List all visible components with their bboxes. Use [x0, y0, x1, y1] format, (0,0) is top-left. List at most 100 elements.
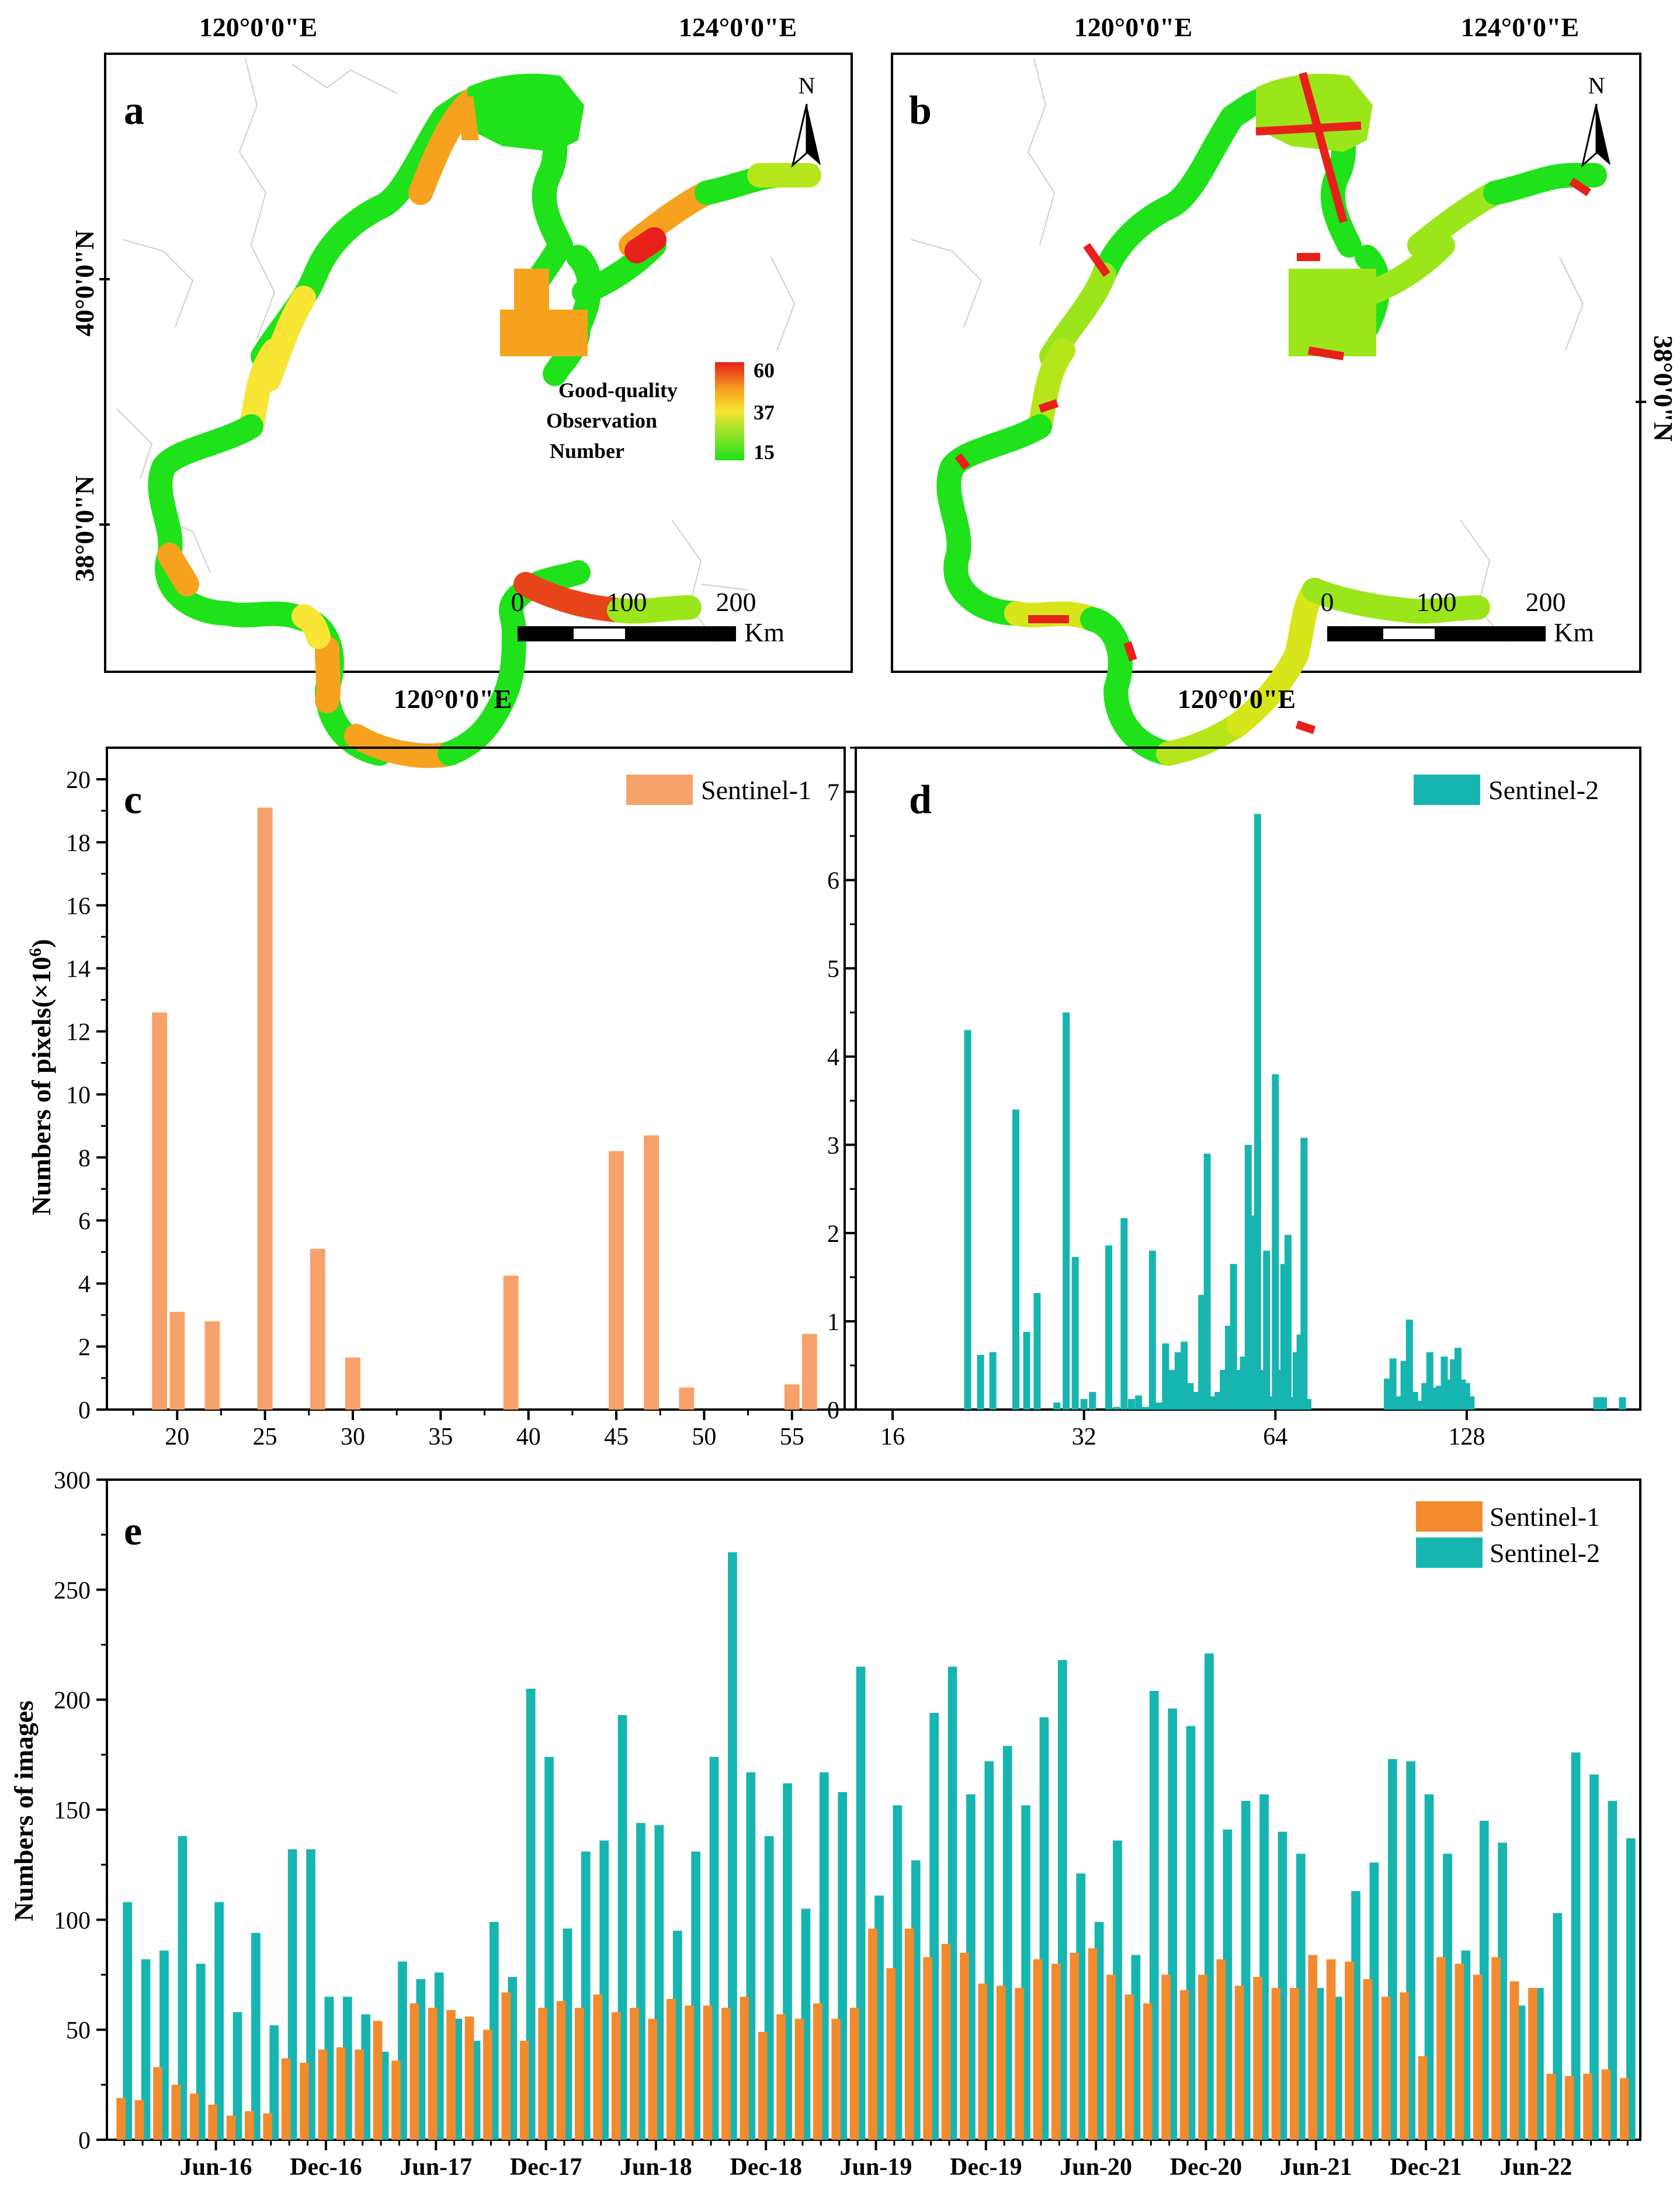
c-x-tick-label: 40: [516, 1424, 541, 1450]
d-bar: [1155, 1402, 1163, 1410]
e-bar-sentinel-1: [1290, 1988, 1299, 2140]
d-bar: [1599, 1397, 1607, 1410]
e-bar-sentinel-1: [1546, 2074, 1556, 2140]
e-bar-sentinel-1: [1143, 2003, 1153, 2140]
e-bar-sentinel-1: [1400, 1992, 1410, 2140]
map-a-block-orange-2: [514, 269, 549, 315]
scalebar-tick-100: 100: [607, 587, 647, 617]
e-bar-sentinel-1: [1583, 2074, 1592, 2140]
e-bar-sentinel-1: [1363, 1979, 1373, 2140]
e-x-tick-label: Jun-19: [840, 2154, 912, 2181]
e-bar-sentinel-1: [1509, 1981, 1519, 2140]
c-y-axis: 0 2 4 6 8 10 12 14 16 18 20: [66, 767, 107, 1424]
e-bar-sentinel-1: [1088, 1948, 1098, 2140]
e-bar-sentinel-2: [728, 1552, 737, 2140]
d-bar: [977, 1355, 984, 1410]
e-bar-sentinel-1: [630, 2008, 639, 2140]
c-x-tick-label: 25: [253, 1424, 277, 1450]
d-bar: [1203, 1153, 1211, 1410]
e-x-tick-label: Dec-17: [510, 2154, 582, 2181]
e-bar-sentinel-1: [1179, 1990, 1189, 2140]
map-panel-a: N a Good-quality Observation Number 60 3…: [104, 53, 853, 768]
lat-label-38-right: 38°0'0"N: [1648, 335, 1678, 442]
lat-label-38-left: 38°0'0"N: [70, 476, 99, 582]
e-bar-sentinel-1: [318, 2049, 328, 2140]
e-bar-sentinel-1: [428, 2008, 438, 2140]
e-bar-sentinel-2: [123, 1902, 133, 2140]
c-bar: [801, 1334, 817, 1410]
d-y-tick-label: 1: [827, 1309, 839, 1336]
c-legend-swatch: [626, 775, 693, 805]
c-y-title-close: ): [26, 939, 56, 947]
scalebar-b-unit: Km: [1554, 617, 1594, 647]
e-bar-sentinel-1: [519, 2040, 529, 2140]
north-arrow-icon-b: [1596, 104, 1610, 165]
d-bar: [1209, 1396, 1216, 1410]
e-bar-sentinel-1: [886, 1968, 896, 2140]
legend-title-line-1: Good-quality: [558, 379, 678, 402]
d-bar: [1033, 1293, 1041, 1410]
d-bar: [1198, 1294, 1206, 1410]
e-legend-label-s1: Sentinel-1: [1490, 1502, 1600, 1532]
c-y-tick-label: 6: [78, 1208, 91, 1235]
e-bar-sentinel-1: [1051, 1963, 1061, 2140]
panel-letter-e: e: [124, 1509, 142, 1554]
c-legend: Sentinel-1: [626, 775, 811, 805]
e-x-tick-label: Jun-20: [1060, 2154, 1132, 2181]
d-bar: [1174, 1352, 1182, 1410]
e-bar-sentinel-1: [483, 2029, 492, 2140]
d-bar: [1063, 1012, 1070, 1410]
d-bar: [1162, 1343, 1169, 1410]
e-bar-sentinel-1: [391, 2060, 401, 2140]
map-legend: Good-quality Observation Number 60 37 15: [546, 359, 775, 464]
d-bar: [1619, 1397, 1626, 1410]
e-x-tick-label: Dec-19: [950, 2154, 1022, 2181]
c-bar: [784, 1384, 800, 1410]
red-swaths-b: [954, 72, 1591, 734]
e-bar-sentinel-2: [269, 2025, 279, 2140]
d-bar: [1105, 1245, 1113, 1410]
e-bar-sentinel-1: [1601, 2069, 1611, 2140]
map-panel-b: N b 0 100 200 Km: [891, 53, 1641, 766]
d-x-tick-label: 128: [1448, 1424, 1485, 1450]
e-bar-sentinel-1: [189, 2093, 199, 2140]
north-label-a: N: [799, 72, 815, 99]
d-bar: [1593, 1397, 1601, 1410]
d-bar: [1127, 1398, 1135, 1410]
scalebar-b-tick-0: 0: [1321, 587, 1334, 617]
chart-panel-e: e 0 50 100 150 200 250 300 Jun-16 Dec-16 Jun-17 D…: [9, 1467, 1641, 2181]
e-bar-sentinel-2: [141, 1959, 151, 2140]
e-x-tick-label: Dec-20: [1170, 2154, 1242, 2181]
e-bar-sentinel-1: [904, 1928, 914, 2140]
e-x-tick-label: Jun-21: [1280, 2154, 1352, 2181]
e-bar-sentinel-1: [1418, 2056, 1428, 2140]
e-bar-sentinel-1: [1436, 1957, 1446, 2140]
e-bar-sentinel-1: [703, 2005, 713, 2140]
c-y-tick-label: 8: [78, 1145, 91, 1172]
c-legend-label: Sentinel-1: [701, 775, 811, 805]
e-bar-sentinel-1: [648, 2018, 658, 2140]
e-bar-sentinel-1: [1619, 2078, 1629, 2140]
e-x-tick-label: Dec-21: [1390, 2154, 1462, 2181]
scalebar-a: 0 100 200 Km: [511, 587, 785, 647]
top-lon-label-a-left: 120°0'0"E: [199, 12, 317, 42]
e-y-tick-label: 250: [54, 1577, 91, 1604]
d-legend: Sentinel-2: [1414, 775, 1599, 805]
d-bar: [1254, 814, 1261, 1410]
e-bar-sentinel-1: [996, 1986, 1006, 2140]
e-bar-sentinel-1: [1198, 1974, 1207, 2140]
e-bar-sentinel-1: [226, 2115, 236, 2140]
e-bar-sentinel-2: [178, 1836, 188, 2140]
scalebar-tick-200: 200: [716, 587, 756, 617]
e-bar-sentinel-1: [941, 1943, 951, 2140]
d-bar: [1389, 1358, 1397, 1410]
e-bar-sentinel-1: [1161, 1974, 1171, 2140]
c-bar: [644, 1135, 659, 1410]
e-bar-sentinel-1: [758, 2032, 768, 2140]
c-bar: [169, 1311, 185, 1410]
e-bar-sentinel-1: [446, 2009, 456, 2140]
d-bar: [989, 1352, 997, 1410]
c-bar: [257, 807, 273, 1410]
e-bar-sentinel-1: [923, 1957, 933, 2140]
